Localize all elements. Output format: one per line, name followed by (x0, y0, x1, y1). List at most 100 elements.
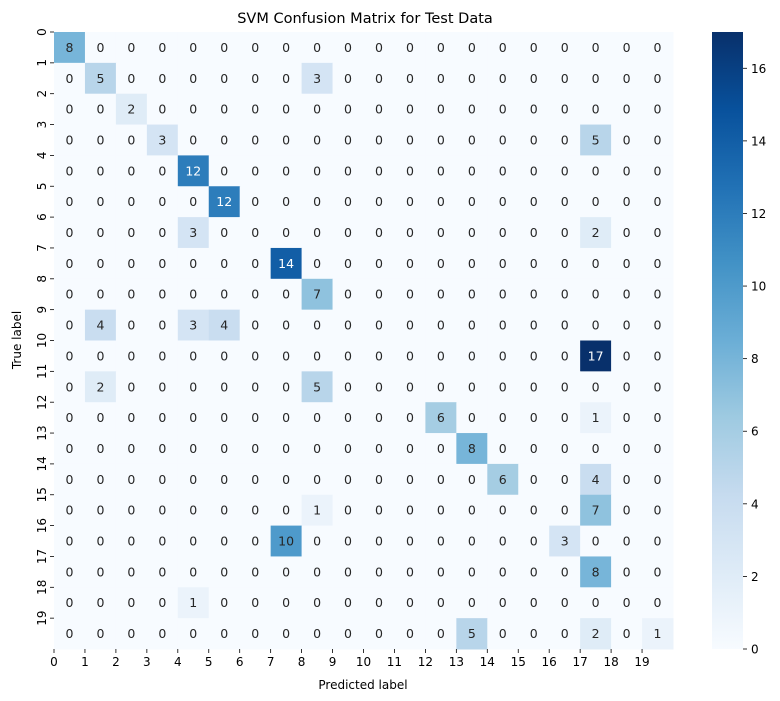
x-tick-label: 2 (112, 655, 120, 669)
heatmap-cell (425, 155, 457, 187)
cell-value-label: 0 (313, 225, 321, 240)
cell-value-label: 5 (592, 132, 600, 147)
heatmap-cell (332, 247, 364, 280)
heatmap-cell (580, 433, 612, 465)
cell-value-label: 0 (251, 225, 259, 240)
cell-value-label: 0 (344, 595, 352, 610)
cell-value-label: 0 (251, 564, 259, 579)
heatmap-cell (611, 278, 643, 311)
heatmap-cell (146, 494, 179, 527)
cell-value-label: 0 (251, 40, 259, 55)
heatmap-cell (580, 340, 612, 372)
cell-value-label: 0 (344, 194, 352, 209)
cell-value-label: 0 (592, 287, 600, 302)
cell-value-label: 0 (158, 163, 166, 178)
heatmap-cell (363, 93, 395, 126)
cell-value-label: 8 (65, 40, 73, 55)
cell-value-label: 0 (282, 348, 290, 363)
cell-value-label: 0 (127, 379, 135, 394)
cell-value-label: 0 (65, 410, 73, 425)
cell-value-label: 0 (344, 40, 352, 55)
cell-value-label: 0 (561, 256, 569, 271)
heatmap-cell (177, 217, 210, 249)
cell-value-label: 0 (189, 132, 197, 147)
heatmap-cell (301, 587, 334, 619)
y-tick-label: 14 (35, 456, 49, 471)
cell-value-label: 0 (220, 564, 228, 579)
cell-value-label: 0 (437, 40, 445, 55)
cell-value-label: 0 (654, 163, 662, 178)
heatmap-cell (642, 494, 674, 527)
heatmap-cell (332, 186, 364, 218)
heatmap-cell (642, 124, 674, 156)
cell-value-label: 0 (251, 626, 259, 641)
cell-value-label: 0 (65, 132, 73, 147)
heatmap-cell (549, 587, 581, 619)
heatmap-cell (115, 93, 148, 126)
cell-value-label: 0 (158, 102, 166, 117)
heatmap-cell (425, 309, 457, 341)
heatmap-cell (425, 433, 457, 465)
heatmap-cell (580, 124, 612, 156)
cell-value-label: 0 (375, 379, 383, 394)
heatmap-cell (611, 155, 643, 187)
heatmap-cell (363, 463, 395, 496)
heatmap-cell (456, 186, 488, 218)
cell-value-label: 0 (344, 379, 352, 394)
heatmap-cell (270, 247, 303, 280)
cell-value-label: 0 (65, 472, 73, 487)
cell-value-label: 0 (189, 256, 197, 271)
cell-value-label: 0 (499, 132, 507, 147)
x-axis-ticks: 0 1 2 3 4 5 6 7 8 9 10 11 12 13 14 15 16 17 18 19 (50, 649, 650, 669)
cell-value-label: 0 (220, 379, 228, 394)
heatmap-cell (549, 93, 581, 126)
heatmap-cell (239, 309, 272, 341)
y-tick-label: 12 (35, 395, 49, 410)
cell-value-label: 0 (561, 626, 569, 641)
cell-value-label: 0 (592, 595, 600, 610)
heatmap-cell (394, 525, 426, 557)
heatmap-cell (270, 433, 303, 465)
heatmap-cell (580, 525, 612, 557)
cell-value-label: 0 (499, 441, 507, 456)
heatmap-cell (487, 93, 519, 126)
cell-value-label: 0 (654, 441, 662, 456)
cell-value-label: 0 (313, 348, 321, 363)
heatmap-cell (270, 217, 303, 249)
heatmap-cell (177, 463, 210, 496)
heatmap-cell (301, 62, 334, 95)
cell-value-label: 0 (127, 410, 135, 425)
heatmap-cell (611, 62, 643, 95)
heatmap-cell (177, 494, 210, 527)
y-tick-label: 9 (35, 306, 49, 314)
cell-value-label: 0 (468, 225, 476, 240)
cell-value-label: 0 (220, 534, 228, 549)
cell-value-label: 0 (158, 626, 166, 641)
heatmap-cell (208, 124, 241, 156)
cell-value-label: 0 (220, 595, 228, 610)
heatmap-cell (208, 494, 241, 527)
y-tick-label: 7 (35, 244, 49, 252)
cell-value-label: 0 (220, 410, 228, 425)
cell-value-label: 0 (654, 194, 662, 209)
cell-value-label: 5 (96, 71, 104, 86)
cell-value-label: 0 (127, 534, 135, 549)
heatmap-cell (487, 402, 519, 434)
heatmap-cell (363, 62, 395, 95)
y-tick-label: 1 (35, 59, 49, 67)
cell-value-label: 0 (592, 163, 600, 178)
cell-value-label: 0 (623, 564, 631, 579)
cell-value-label: 0 (499, 318, 507, 333)
cell-value-label: 0 (437, 534, 445, 549)
heatmap-cell (425, 340, 457, 372)
heatmap-cell (394, 247, 426, 280)
heatmap-cell (456, 587, 488, 619)
cell-value-label: 0 (375, 256, 383, 271)
cell-value-label: 0 (127, 348, 135, 363)
cell-value-label: 0 (313, 132, 321, 147)
heatmap-cell (549, 494, 581, 527)
cell-value-label: 0 (375, 503, 383, 518)
heatmap-cell (394, 155, 426, 187)
x-tick-label: 7 (267, 655, 275, 669)
heatmap-cell (332, 62, 364, 95)
